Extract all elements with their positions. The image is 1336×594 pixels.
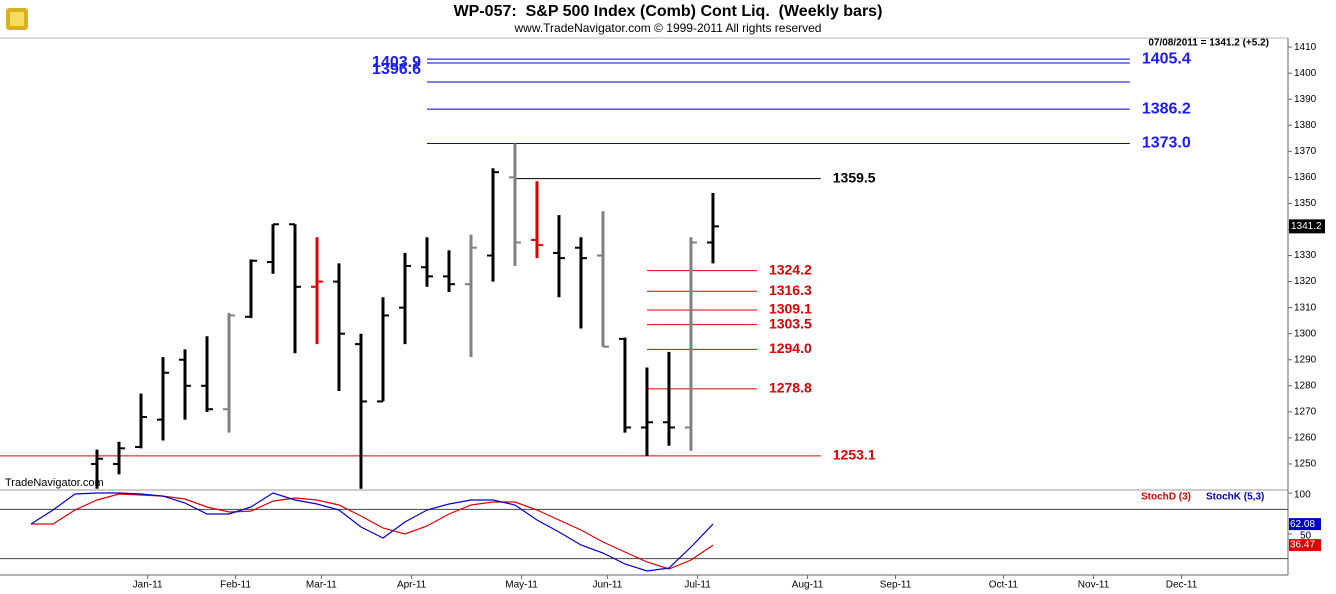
y-tick-label: 1300	[1294, 328, 1317, 339]
x-tick-label: Jan-11	[133, 580, 163, 591]
x-tick-label: Oct-11	[989, 580, 1019, 591]
x-tick-label: Dec-11	[1166, 580, 1198, 591]
level-label: 1386.2	[1142, 100, 1191, 117]
y-tick-label: 1320	[1294, 276, 1317, 287]
y-tick-label: 1350	[1294, 198, 1317, 209]
level-label: 1253.1	[833, 447, 876, 463]
chart-title: WP-057: S&P 500 Index (Comb) Cont Liq. (…	[454, 3, 883, 20]
y-tick-label: 1410	[1294, 42, 1317, 53]
y-tick-label: 1250	[1294, 459, 1317, 470]
y-tick-label: 1270	[1294, 406, 1317, 417]
x-tick-label: Jul-11	[684, 580, 711, 591]
x-tick-label: Mar-11	[306, 580, 337, 591]
last-price-label: 1341.2	[1291, 221, 1322, 232]
level-label: 1278.8	[769, 380, 812, 396]
last-value-label: 36.47	[1290, 540, 1315, 551]
x-tick-label: Sep-11	[880, 580, 912, 591]
last-value-label: 62.08	[1290, 519, 1315, 530]
legend-entry: StochK (5,3)	[1206, 492, 1264, 503]
chart-subtitle: www.TradeNavigator.com © 1999-2011 All r…	[514, 21, 822, 35]
x-tick-label: Aug-11	[792, 580, 824, 591]
last-price-box	[1289, 219, 1325, 234]
y-tick-label: 100	[1294, 490, 1311, 501]
y-tick-label: 1390	[1294, 94, 1317, 105]
level-label: 1316.3	[769, 282, 812, 298]
y-tick-label: 1280	[1294, 380, 1317, 391]
last-price-annotation: 07/08/2011 = 1341.2 (+5.2)	[1148, 38, 1269, 49]
logo	[6, 8, 28, 30]
level-label: 1403.9	[372, 54, 421, 71]
stoch-line	[30, 492, 714, 572]
level-label: 1405.4	[1142, 50, 1191, 67]
stoch-line	[31, 493, 714, 570]
watermark: TradeNavigator.com	[5, 477, 104, 489]
legend-entry: StochD (3)	[1141, 492, 1191, 503]
y-tick-label: 1290	[1294, 354, 1317, 365]
x-tick-label: Feb-11	[220, 580, 251, 591]
level-label: 1396.6	[372, 61, 421, 78]
y-tick-label: 1380	[1294, 120, 1317, 131]
last-value-box	[1289, 539, 1321, 552]
level-label: 1294.0	[769, 340, 812, 356]
x-tick-label: May-11	[505, 580, 538, 591]
y-tick-label: 1400	[1294, 68, 1317, 79]
logo-inner	[10, 12, 24, 26]
level-label: 1373.0	[1142, 135, 1191, 152]
level-label: 1359.5	[833, 169, 876, 185]
last-value-box	[1289, 518, 1321, 531]
y-tick-label: 1360	[1294, 172, 1317, 183]
y-tick-label: 50	[1300, 531, 1312, 542]
y-tick-label: 1260	[1294, 433, 1317, 444]
y-tick-label: 1370	[1294, 146, 1317, 157]
x-tick-label: Jun-11	[592, 580, 622, 591]
x-tick-label: Apr-11	[397, 580, 427, 591]
level-label: 1324.2	[769, 261, 812, 277]
level-label: 1303.5	[769, 315, 812, 331]
level-label: 1309.1	[769, 301, 812, 317]
x-tick-label: Nov-11	[1078, 580, 1110, 591]
y-tick-label: 1330	[1294, 250, 1317, 261]
y-tick-label: 1310	[1294, 302, 1317, 313]
